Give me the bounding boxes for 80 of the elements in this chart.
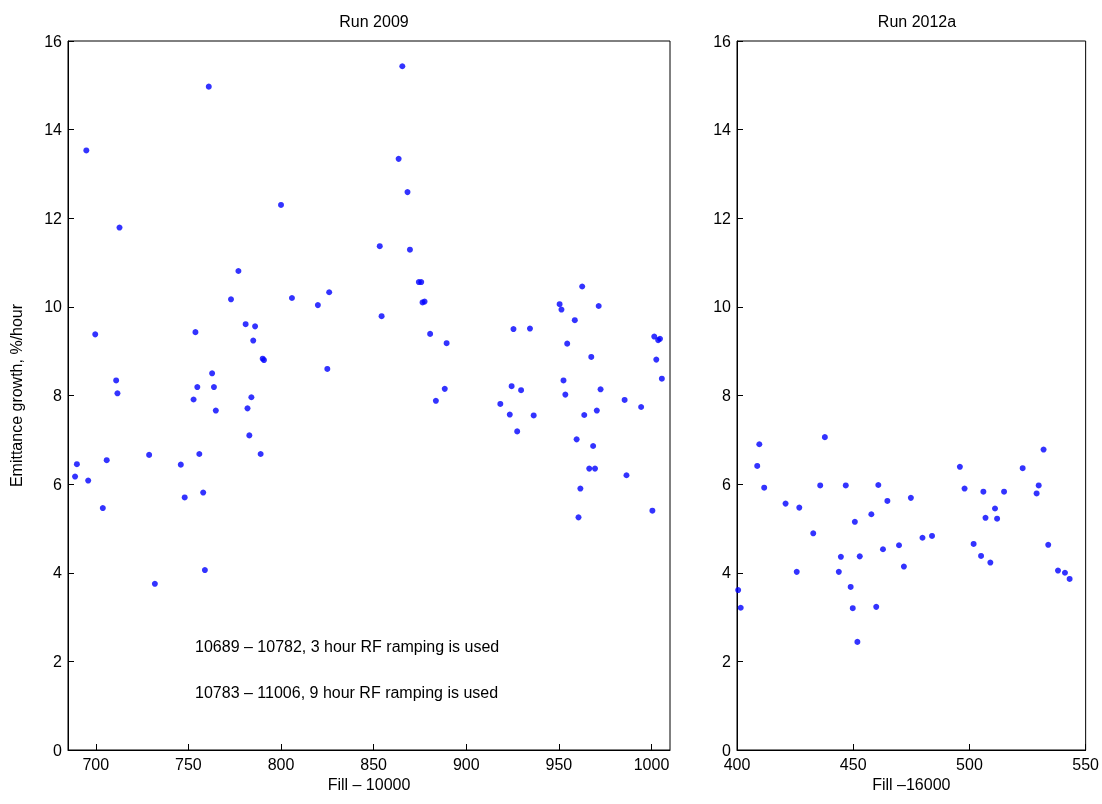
annotation: 10689 – 10782, 3 hour RF ramping is used: [195, 638, 500, 656]
y-tick-label: 10: [44, 298, 63, 316]
chart-title: Run 2012a: [877, 12, 957, 30]
y-tick-label: 16: [713, 32, 732, 50]
point: [761, 484, 768, 491]
point: [1066, 575, 1073, 582]
point: [837, 553, 844, 560]
point: [994, 515, 1001, 522]
point: [735, 587, 742, 594]
point: [1040, 446, 1047, 453]
point: [980, 488, 987, 495]
point: [854, 638, 861, 645]
y-axis-title: Emittance growth, %/hour: [7, 303, 25, 488]
y-tick-label: 14: [44, 121, 63, 139]
y-tick-label: 6: [722, 475, 732, 493]
x-tick-label: 1000: [633, 755, 670, 773]
x-tick-label: 850: [360, 755, 388, 773]
y-tick-label: 2: [722, 652, 732, 670]
point: [847, 583, 854, 590]
x-tick-label: 900: [452, 755, 480, 773]
point: [900, 563, 907, 570]
y-tick-label: 2: [53, 652, 63, 670]
point: [982, 514, 989, 521]
y-tick-label: 12: [44, 209, 63, 227]
x-tick-label: 500: [956, 755, 983, 773]
x-tick-label: 950: [545, 755, 573, 773]
point: [896, 542, 903, 549]
point: [1045, 541, 1052, 548]
point: [856, 553, 863, 560]
chart-title: Run 2009: [339, 12, 409, 30]
point: [992, 505, 998, 512]
point: [796, 504, 803, 511]
point: [919, 534, 926, 541]
x-tick-label: 550: [1072, 755, 1100, 773]
point: [821, 434, 828, 441]
point: [961, 485, 968, 492]
point: [1001, 488, 1008, 495]
x-axis-title: Fill – 10000: [327, 776, 411, 794]
point: [835, 568, 842, 575]
y-tick-label: 14: [713, 121, 732, 139]
point: [851, 518, 858, 525]
point: [956, 463, 963, 470]
x-tick-label: 750: [175, 755, 202, 773]
point: [810, 530, 817, 537]
y-tick-label: 4: [53, 564, 63, 582]
point: [873, 603, 880, 610]
point: [754, 462, 761, 469]
x-tick-label: 700: [82, 755, 110, 773]
point: [756, 441, 763, 448]
x-axis-title: Fill –16000: [872, 776, 951, 794]
x-tick-label: 800: [267, 755, 295, 773]
y-tick-label: 10: [713, 298, 732, 316]
y-tick-label: 8: [722, 387, 732, 404]
point: [868, 511, 875, 518]
point: [884, 497, 891, 504]
point: [978, 552, 985, 559]
point: [782, 500, 789, 507]
y-tick-label: 0: [53, 741, 63, 759]
point: [793, 568, 800, 575]
y-tick-label: 16: [44, 32, 63, 50]
x-tick-label: 450: [839, 755, 867, 773]
point: [1061, 569, 1068, 576]
y-tick-label: 8: [53, 387, 63, 404]
point: [987, 559, 994, 566]
point: [970, 540, 977, 547]
annotation: 10783 – 11006, 9 hour RF ramping is used: [195, 684, 499, 702]
point: [879, 546, 886, 553]
point: [817, 482, 824, 489]
point: [737, 604, 744, 611]
y-tick-label: 12: [713, 209, 732, 227]
point: [1033, 490, 1040, 497]
point: [1055, 567, 1061, 574]
point: [929, 532, 936, 539]
point: [1019, 465, 1026, 472]
point: [849, 605, 856, 612]
y-tick-label: 4: [722, 564, 732, 582]
point: [875, 482, 882, 489]
point: [907, 494, 914, 501]
point: [842, 482, 849, 489]
y-tick-label: 6: [53, 475, 63, 493]
